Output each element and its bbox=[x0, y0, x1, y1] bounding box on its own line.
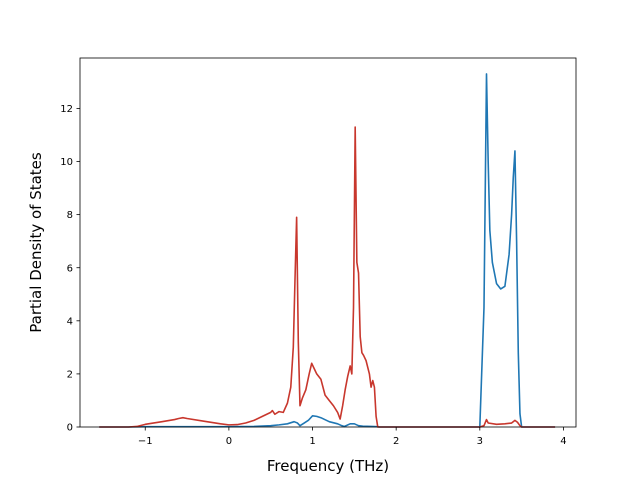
y-tick-label: 2 bbox=[67, 370, 73, 381]
y-tick-label: 10 bbox=[60, 157, 73, 168]
x-tick-label: −1 bbox=[138, 436, 153, 447]
x-tick-label: 1 bbox=[309, 436, 315, 447]
x-axis-ticks: −1 0 1 2 3 4 bbox=[138, 427, 567, 447]
series-layer bbox=[99, 73, 556, 428]
x-tick-label: 2 bbox=[393, 436, 399, 447]
y-tick-label: 6 bbox=[67, 263, 73, 274]
plot-frame bbox=[79, 57, 577, 428]
x-tick-label: 0 bbox=[226, 436, 232, 447]
x-tick-label: 4 bbox=[560, 436, 566, 447]
y-tick-label: 12 bbox=[60, 104, 73, 115]
x-axis-label: Frequency (THz) bbox=[267, 457, 389, 475]
x-tick-label: 3 bbox=[477, 436, 483, 447]
series-line-1 bbox=[99, 73, 556, 428]
y-axis-label: Partial Density of States bbox=[27, 152, 45, 333]
y-axis-ticks: 0 2 4 6 8 10 12 bbox=[60, 104, 80, 434]
y-tick-label: 0 bbox=[67, 423, 73, 434]
series-line-2 bbox=[99, 126, 556, 428]
y-tick-label: 4 bbox=[67, 316, 73, 327]
y-tick-label: 8 bbox=[67, 210, 73, 221]
